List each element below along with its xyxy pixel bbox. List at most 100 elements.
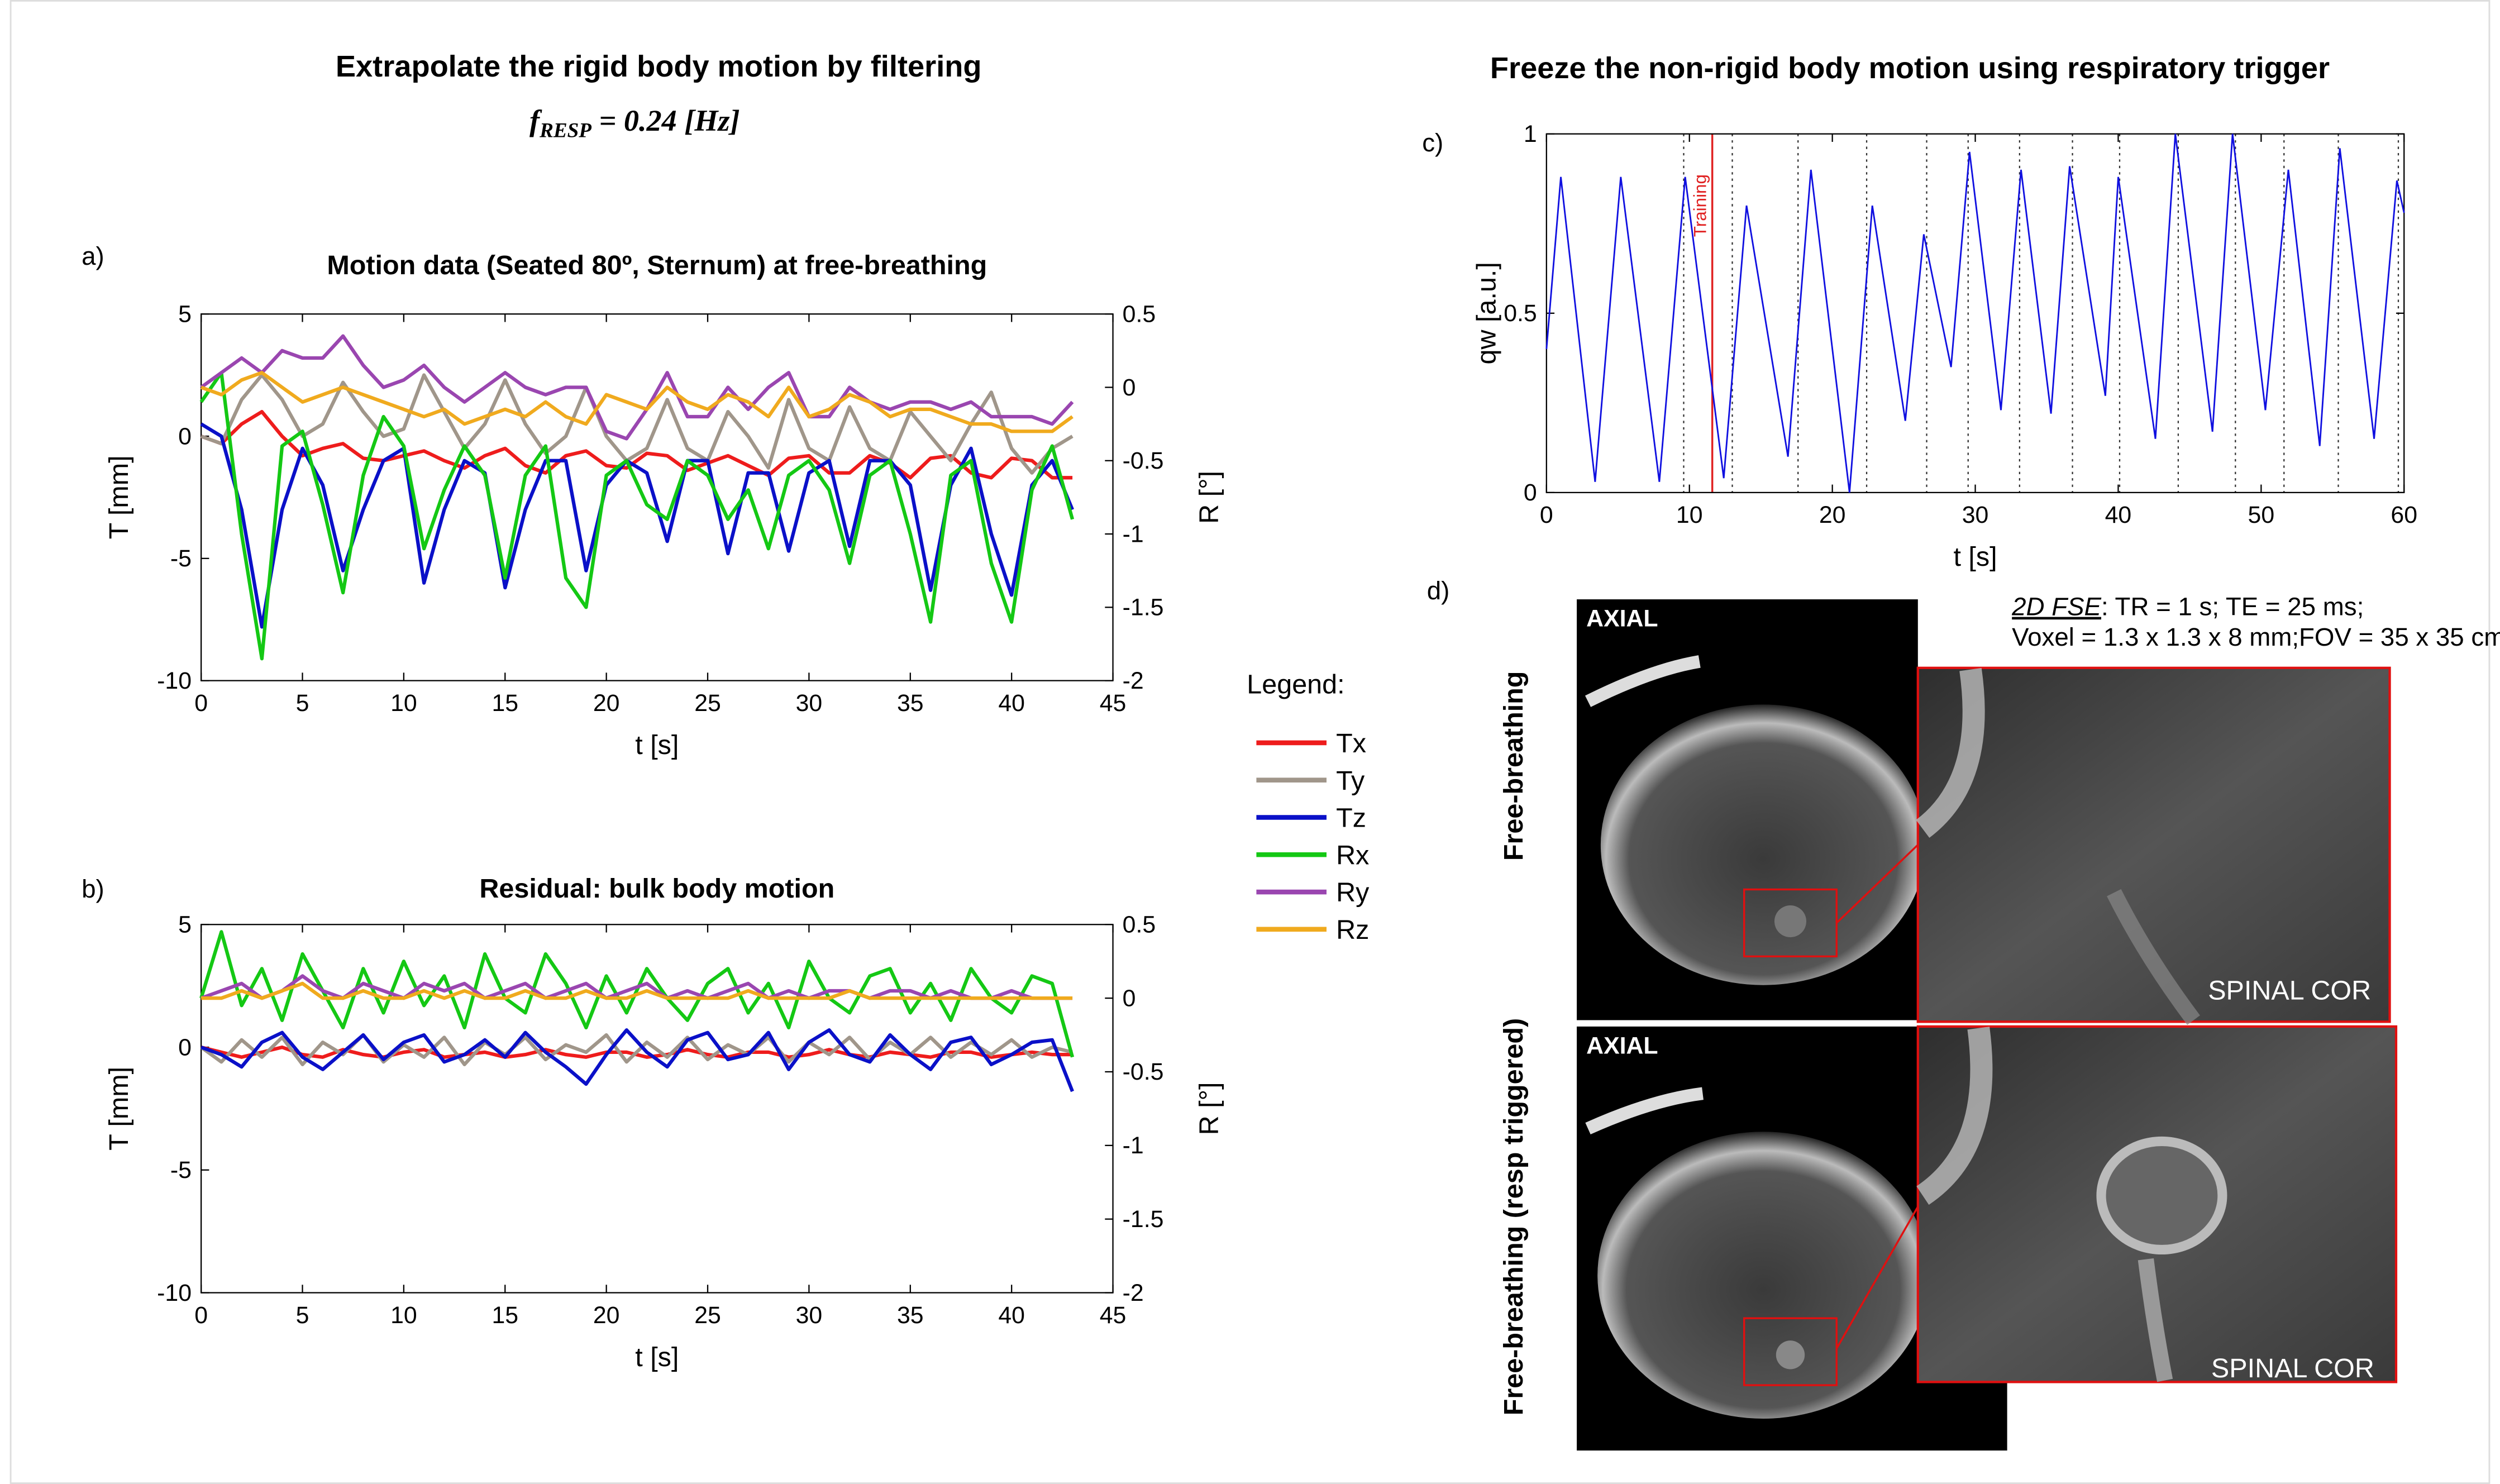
panel-label-a: a)	[82, 242, 104, 270]
y-tick-label: 5	[178, 912, 192, 938]
series-line-rx	[199, 930, 1075, 1058]
legend-item-rz: Rz	[1256, 915, 1369, 945]
x-tick-label: 10	[390, 1302, 417, 1329]
x-tick-label: 40	[998, 1302, 1025, 1329]
training-label: Training	[1690, 174, 1710, 237]
roi-box	[1743, 1317, 1838, 1386]
x-tick-label: 45	[1100, 1302, 1127, 1329]
y-right-tick-label: -0.5	[1123, 447, 1164, 474]
x-tick-label: 15	[492, 1302, 518, 1329]
y-right-tick-label: 0.5	[1123, 300, 1156, 327]
y-tick-label: -10	[157, 667, 192, 694]
x-tick-label: 60	[2391, 502, 2417, 528]
y-tick-label: 0	[1524, 479, 1537, 506]
y-tick-label: 0	[178, 423, 192, 450]
x-tick-label: 20	[593, 1302, 620, 1329]
y-right-tick-label: -1	[1123, 1132, 1144, 1159]
legend-label: Ty	[1336, 766, 1365, 796]
y-tick-label: 0	[178, 1034, 192, 1061]
panel-label-d: d)	[1427, 576, 1450, 605]
legend-label: Tx	[1336, 728, 1366, 758]
x-tick-label: 0	[194, 690, 208, 717]
y-right-tick-label: -1.5	[1123, 1206, 1164, 1233]
y-axis-label: T [mm]	[104, 455, 134, 539]
series-line-qw	[1545, 133, 2405, 493]
y-right-tick-label: 0.5	[1123, 912, 1156, 938]
x-axis-label: t [s]	[635, 1342, 679, 1372]
row-label-free-breathing: Free-breathing	[1499, 671, 1529, 861]
mri-params-line2: Voxel = 1.3 x 1.3 x 8 mm;FOV = 35 x 35 c…	[2012, 623, 2500, 651]
y-right-axis-label: R [°]	[1194, 471, 1224, 524]
x-tick-label: 20	[593, 690, 620, 717]
zoom-label: SPINAL COR	[2208, 975, 2371, 1005]
view-label: AXIAL	[1586, 605, 1658, 632]
series-line-tz	[201, 1028, 1074, 1092]
series-line-rz	[201, 981, 1073, 1000]
resp-frequency-formula: fRESP = 0.24 [Hz]	[529, 104, 740, 142]
plot-area	[200, 313, 1114, 681]
y-right-axis-label: R [°]	[1194, 1082, 1224, 1135]
y-tick-label: 5	[178, 300, 192, 327]
legend-item-tz: Tz	[1256, 803, 1366, 833]
y-tick-label: 1	[1524, 121, 1537, 147]
series-line-rz	[201, 371, 1074, 433]
legend-label: Rx	[1336, 840, 1369, 870]
legend-label: Tz	[1336, 803, 1366, 833]
y-right-tick-label: -1.5	[1123, 594, 1164, 621]
x-tick-label: 30	[1962, 502, 1989, 528]
y-right-tick-label: -1	[1123, 521, 1144, 547]
x-tick-label: 35	[897, 1302, 924, 1329]
x-tick-label: 40	[2105, 502, 2132, 528]
chart-title: Motion data (Seated 80º, Sternum) at fre…	[327, 250, 987, 280]
x-tick-label: 35	[897, 690, 924, 717]
mri-panel: 2D FSE: TR = 1 s; TE = 25 ms; Voxel = 1.…	[1499, 593, 2500, 1451]
x-tick-label: 0	[1540, 502, 1553, 528]
mri-params-line1: 2D FSE: TR = 1 s; TE = 25 ms;	[2011, 593, 2364, 621]
legend-item-tx: Tx	[1256, 728, 1366, 758]
x-axis-label: t [s]	[1953, 542, 1997, 572]
x-tick-label: 25	[694, 1302, 721, 1329]
y-tick-label: 0.5	[1504, 300, 1537, 327]
x-tick-label: 50	[2248, 502, 2275, 528]
x-tick-label: 30	[796, 1302, 823, 1329]
panel-label-c: c)	[1422, 128, 1443, 157]
zoom-image-free-breathing: SPINAL COR	[1916, 666, 2391, 1025]
y-tick-label: -5	[170, 1157, 192, 1184]
x-tick-label: 25	[694, 690, 721, 717]
x-tick-label: 15	[492, 690, 518, 717]
y-tick-label: -10	[157, 1280, 192, 1306]
x-tick-label: 0	[194, 1302, 208, 1329]
y-axis-label: qw [a.u.]	[1472, 262, 1502, 364]
chart-residual: Residual: bulk body motion 0 5 10 15 20 25 30 35…	[104, 874, 1224, 1372]
legend-item-ry: Ry	[1256, 877, 1370, 908]
series-line-ry	[200, 334, 1074, 441]
axial-image-free-breathing: AXIAL	[1577, 599, 1926, 1020]
x-tick-label: 20	[1819, 502, 1846, 528]
legend: Legend: Tx Ty Tz Rx Ry Rz	[1247, 669, 1370, 945]
y-tick-label: -5	[170, 545, 192, 572]
y-axis-label: T [mm]	[104, 1067, 134, 1151]
series-line-tz	[200, 422, 1074, 629]
chart-respiratory-trigger: Training 0 10 20 30 40 50 60 0 0.5 1 t [s] qw [a.u.]	[1472, 121, 2418, 572]
chart-title: Residual: bulk body motion	[479, 874, 834, 904]
plot-area	[200, 924, 1114, 1294]
chart-motion-data: Motion data (Seated 80º, Sternum) at fre…	[104, 250, 1224, 760]
y-right-tick-label: -0.5	[1123, 1058, 1164, 1085]
series-line-tx	[201, 410, 1073, 480]
x-tick-label: 5	[296, 690, 309, 717]
panel-label-b: b)	[82, 875, 104, 903]
zoom-image-resp-triggered: SPINAL COR	[1916, 1025, 2398, 1383]
x-tick-label: 10	[1676, 502, 1703, 528]
x-tick-label: 30	[796, 690, 823, 717]
view-label: AXIAL	[1586, 1032, 1658, 1059]
x-tick-label: 45	[1100, 690, 1127, 717]
x-tick-label: 5	[296, 1302, 309, 1329]
right-heading: Freeze the non-rigid body motion using r…	[1490, 51, 2330, 85]
x-axis-label: t [s]	[635, 730, 679, 760]
legend-title: Legend:	[1247, 669, 1344, 699]
legend-label: Rz	[1336, 915, 1369, 945]
x-tick-label: 10	[390, 690, 417, 717]
x-tick-label: 40	[998, 690, 1025, 717]
y-right-tick-label: 0	[1123, 985, 1136, 1011]
